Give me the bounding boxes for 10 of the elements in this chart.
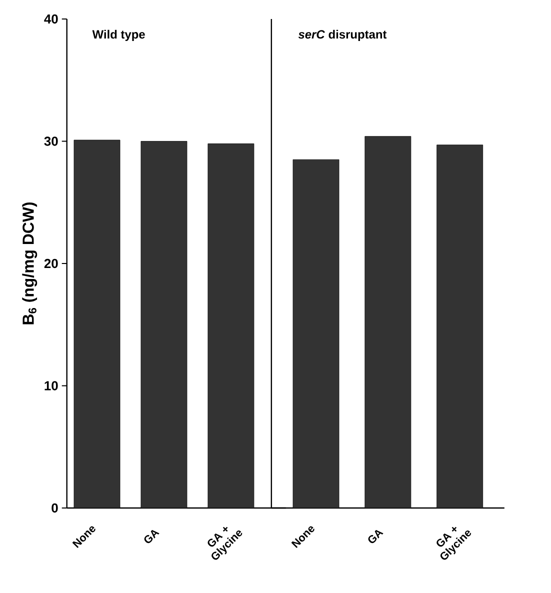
y-tick-label: 10 bbox=[44, 381, 58, 390]
y-tick-label: 20 bbox=[44, 258, 58, 268]
y-tick-label: 30 bbox=[44, 136, 58, 146]
y-tick-label: 40 bbox=[44, 14, 58, 24]
x-tick-label: GA bbox=[144, 530, 160, 544]
y-axis-title: B$_{6}$ (ng/mg DCW) bbox=[22, 202, 38, 324]
annotation: serC disruptant bbox=[298, 30, 387, 41]
y-tick-label: 0 bbox=[52, 503, 58, 513]
x-tick-label: GA bbox=[368, 530, 384, 544]
annotation: Wild type bbox=[92, 30, 145, 41]
